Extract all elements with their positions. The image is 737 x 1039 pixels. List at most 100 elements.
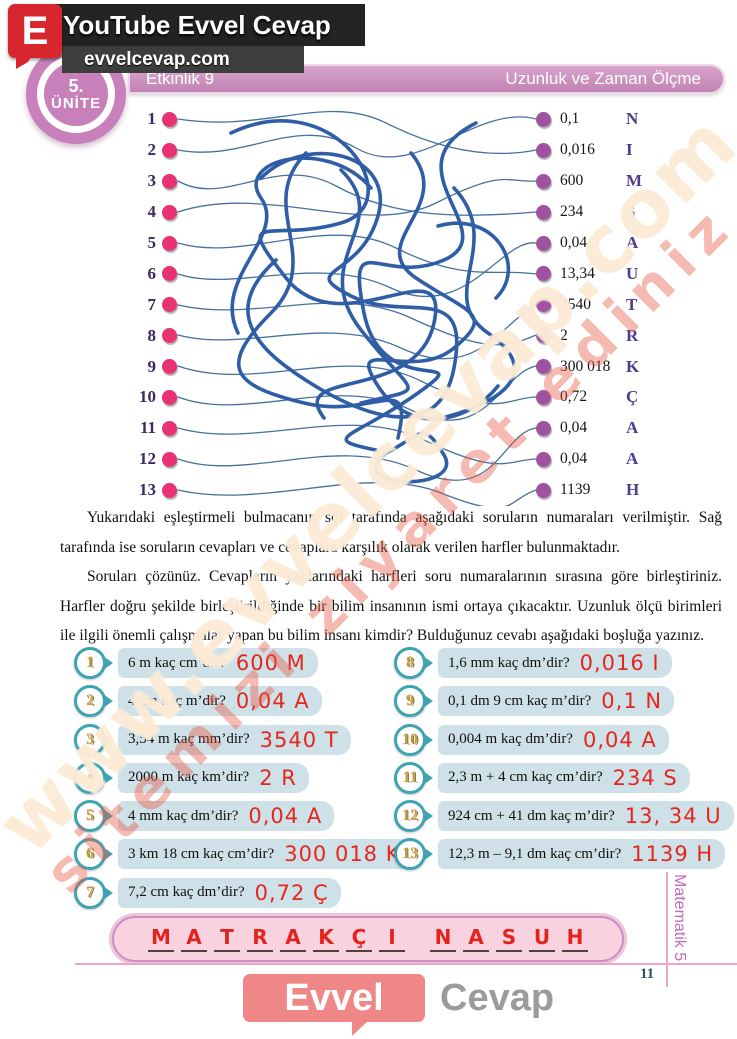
handwritten-answer: 600 M [235, 651, 306, 675]
question-text: 3 km 18 cm kaç cm’dir? [128, 845, 275, 862]
puzzle-answer-letter: U [626, 263, 639, 283]
answer-letter: M [151, 925, 171, 949]
answer-letter: A [468, 925, 484, 949]
handwritten-answer: 0,016 I [579, 651, 660, 675]
puzzle-row: 11 [122, 413, 177, 444]
answer-letter: N [434, 925, 452, 949]
site-banner[interactable]: evvelcevap.com [62, 46, 304, 73]
book-label: Matematik 5 [671, 874, 688, 962]
puzzle-row: 600 M [536, 166, 642, 197]
footer-divider-line [75, 963, 737, 965]
handwritten-answer: 1139 H [631, 842, 714, 867]
answer-blank-line [430, 948, 456, 952]
instructions: Yukarıdaki eşleştirmeli bulmacanın sol t… [60, 503, 722, 651]
question-text: 2000 m kaç km’dir? [128, 769, 250, 786]
question-row: 13 12,3 m – 9,1 dm kaç cm’dir? 1139 H [394, 838, 734, 871]
question-number-badge: 4 [74, 761, 106, 794]
question-bubble: 924 cm + 41 dm kaç m’dir? 13, 34 U [438, 801, 734, 832]
answer-letter: K [318, 925, 334, 949]
question-number-badge: 6 [74, 838, 106, 871]
puzzle-answer-letter: M [626, 171, 643, 191]
answer-letter: A [186, 925, 202, 949]
unit-number: 5. [68, 75, 84, 96]
puzzle-right-dot [536, 482, 551, 498]
puzzle-left-dot [162, 482, 177, 498]
puzzle-left-dot [162, 111, 177, 127]
section-title: Uzunluk ve Zaman Ölçme [505, 69, 701, 88]
question-number-badge: 12 [394, 800, 426, 833]
question-row: 4 2000 m kaç km’dir? 2 R [74, 761, 413, 794]
answer-slot: A [181, 926, 207, 952]
answer-blank-line [181, 948, 207, 952]
question-number: 13 [402, 845, 418, 863]
question-text: 7,2 cm kaç dm’dir? [128, 884, 245, 901]
answer-blank-line [247, 948, 273, 952]
question-number-badge: 10 [394, 723, 426, 756]
puzzle-right-column: 0,1 N 0,016 I 600 M 234 S 0,04 A 13,34 U 3540 T… [536, 104, 642, 506]
handwritten-answer: 234 S [612, 765, 678, 790]
answer-letter: I [388, 925, 396, 949]
answer-blank-line [346, 948, 372, 952]
question-row: 1 6 m kaç cm’dir? 600 M [74, 647, 413, 679]
puzzle-answer-value: 3540 [560, 295, 591, 313]
question-text: 0,004 m kaç dm’dir? [448, 731, 573, 748]
question-bubble: 0,004 m kaç dm’dir? 0,04 A [438, 724, 669, 755]
handwritten-answer: 0,04 A [582, 727, 657, 752]
puzzle-left-dot [162, 420, 177, 436]
answer-letter: Ç [351, 925, 367, 949]
footer-logo-bubble[interactable]: Evvel [243, 974, 425, 1022]
answer-letter: A [285, 925, 301, 949]
puzzle-right-dot [536, 266, 551, 282]
question-number: 1 [86, 654, 94, 671]
question-number-badge: 13 [394, 838, 426, 871]
puzzle-left-column: 1 2 3 4 5 6 7 8 9 10 11 12 13 [122, 104, 177, 506]
puzzle-right-dot [536, 359, 551, 375]
answer-letter: R [252, 925, 268, 949]
question-row: 5 4 mm kaç dm’dir? 0,04 A [74, 800, 413, 833]
evvelcevap-logo-icon: E [8, 4, 62, 69]
answer-blank-line [280, 948, 306, 952]
answer-slot: A [280, 926, 306, 952]
puzzle-answer-value: 0,04 [560, 450, 588, 468]
question-row: 2 4 cm kaç m’dir? 0,04 A [74, 685, 413, 718]
puzzle-right-dot [536, 142, 551, 158]
answer-letter: S [501, 925, 517, 949]
puzzle-left-dot [162, 266, 177, 282]
question-row: 12 924 cm + 41 dm kaç m’dir? 13, 34 U [394, 800, 734, 833]
question-text: 6 m kaç cm’dir? [128, 654, 226, 671]
puzzle-answer-letter: R [626, 325, 639, 345]
answer-letter: T [220, 925, 234, 949]
answer-slot: N [430, 926, 456, 952]
handwritten-answer: 0,72 Ç [254, 880, 329, 905]
question-number-badge: 3 [74, 723, 106, 756]
puzzle-row: 6 [122, 258, 177, 289]
question-number: 7 [86, 883, 94, 901]
puzzle-number: 7 [147, 294, 157, 314]
question-text: 4 mm kaç dm’dir? [128, 807, 239, 824]
answer-slot: R [247, 926, 273, 952]
youtube-banner-title: YouTube Evvel Cevap [63, 9, 331, 40]
puzzle-left-dot [162, 297, 177, 313]
unit-label: ÜNİTE [51, 94, 101, 112]
puzzle-row: 9 [122, 351, 177, 382]
puzzle-number: 2 [147, 140, 157, 160]
question-number-badge: 5 [74, 800, 106, 833]
question-row: 3 3,54 m kaç mm’dir? 3540 T [74, 723, 413, 756]
question-text: 3,54 m kaç mm’dir? [128, 731, 250, 748]
puzzle-answer-value: 0,016 [560, 141, 595, 159]
question-number-badge: 11 [394, 761, 426, 794]
puzzle-row: 0,04 A [536, 228, 642, 259]
puzzle-answer-value: 0,1 [560, 110, 580, 128]
puzzle-row: 0,1 N [536, 104, 642, 135]
puzzle-right-dot [536, 111, 551, 127]
question-number: 11 [402, 768, 418, 786]
puzzle-row: 0,016 I [536, 135, 642, 166]
question-bubble: 6 m kaç cm’dir? 600 M [118, 648, 318, 678]
site-banner-url[interactable]: evvelcevap.com [84, 48, 230, 70]
puzzle-right-dot [536, 389, 551, 405]
question-row: 10 0,004 m kaç dm’dir? 0,04 A [394, 723, 734, 756]
puzzle-right-dot [536, 328, 551, 344]
question-bubble: 12,3 m – 9,1 dm kaç cm’dir? 1139 H [438, 839, 726, 870]
page-number: 11 [640, 966, 655, 982]
puzzle-answer-value: 1139 [560, 481, 591, 499]
